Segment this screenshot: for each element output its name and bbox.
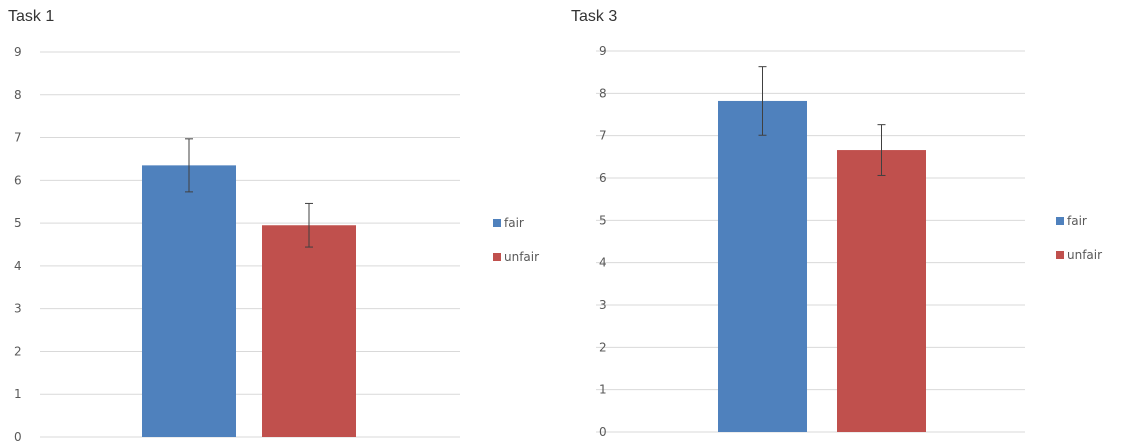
chart-title: Task 1 (8, 8, 55, 25)
y-tick-label: 6 (14, 173, 22, 187)
legend-swatch-unfair (1056, 251, 1064, 259)
y-tick-label: 9 (14, 45, 22, 59)
y-tick-label: 0 (599, 425, 607, 439)
y-tick-label: 1 (14, 387, 22, 401)
y-tick-label: 3 (14, 302, 22, 316)
y-tick-label: 2 (599, 340, 607, 354)
y-tick-label: 4 (599, 256, 607, 270)
legend-swatch-fair (1056, 217, 1064, 225)
chart-task-3: Task 3 0 1 2 3 4 5 6 7 8 9 fair unfair (563, 0, 1126, 442)
legend-swatch-unfair (493, 253, 501, 261)
y-tick-label: 8 (599, 86, 607, 100)
chart-plot: 0 1 2 3 4 5 6 7 8 9 fair unfair (596, 44, 1102, 439)
legend-label-unfair: unfair (1067, 248, 1102, 262)
chart-task-1: Task 1 0 1 2 3 4 5 6 7 8 9 fair unfair (8, 8, 539, 442)
bar-fair (142, 165, 236, 437)
y-tick-label: 9 (599, 44, 607, 58)
legend-label-unfair: unfair (504, 250, 539, 264)
legend-label-fair: fair (504, 216, 524, 230)
y-tick-label: 0 (14, 430, 22, 442)
y-tick-label: 5 (14, 216, 22, 230)
y-tick-label: 7 (14, 131, 22, 145)
y-tick-label: 4 (14, 259, 22, 273)
bar-unfair (837, 150, 926, 432)
y-tick-label: 6 (599, 171, 607, 185)
legend-swatch-fair (493, 219, 501, 227)
chart-title: Task 3 (571, 8, 618, 25)
y-tick-label: 2 (14, 344, 22, 358)
y-tick-label: 1 (599, 383, 607, 397)
bar-unfair (262, 225, 356, 437)
y-tick-label: 3 (599, 298, 607, 312)
y-tick-label: 8 (14, 88, 22, 102)
y-tick-label: 7 (599, 129, 607, 143)
legend-label-fair: fair (1067, 214, 1087, 228)
bar-fair (718, 100, 807, 432)
chart-plot: 0 1 2 3 4 5 6 7 8 9 fair unfair (14, 45, 539, 442)
y-tick-label: 5 (599, 213, 607, 227)
